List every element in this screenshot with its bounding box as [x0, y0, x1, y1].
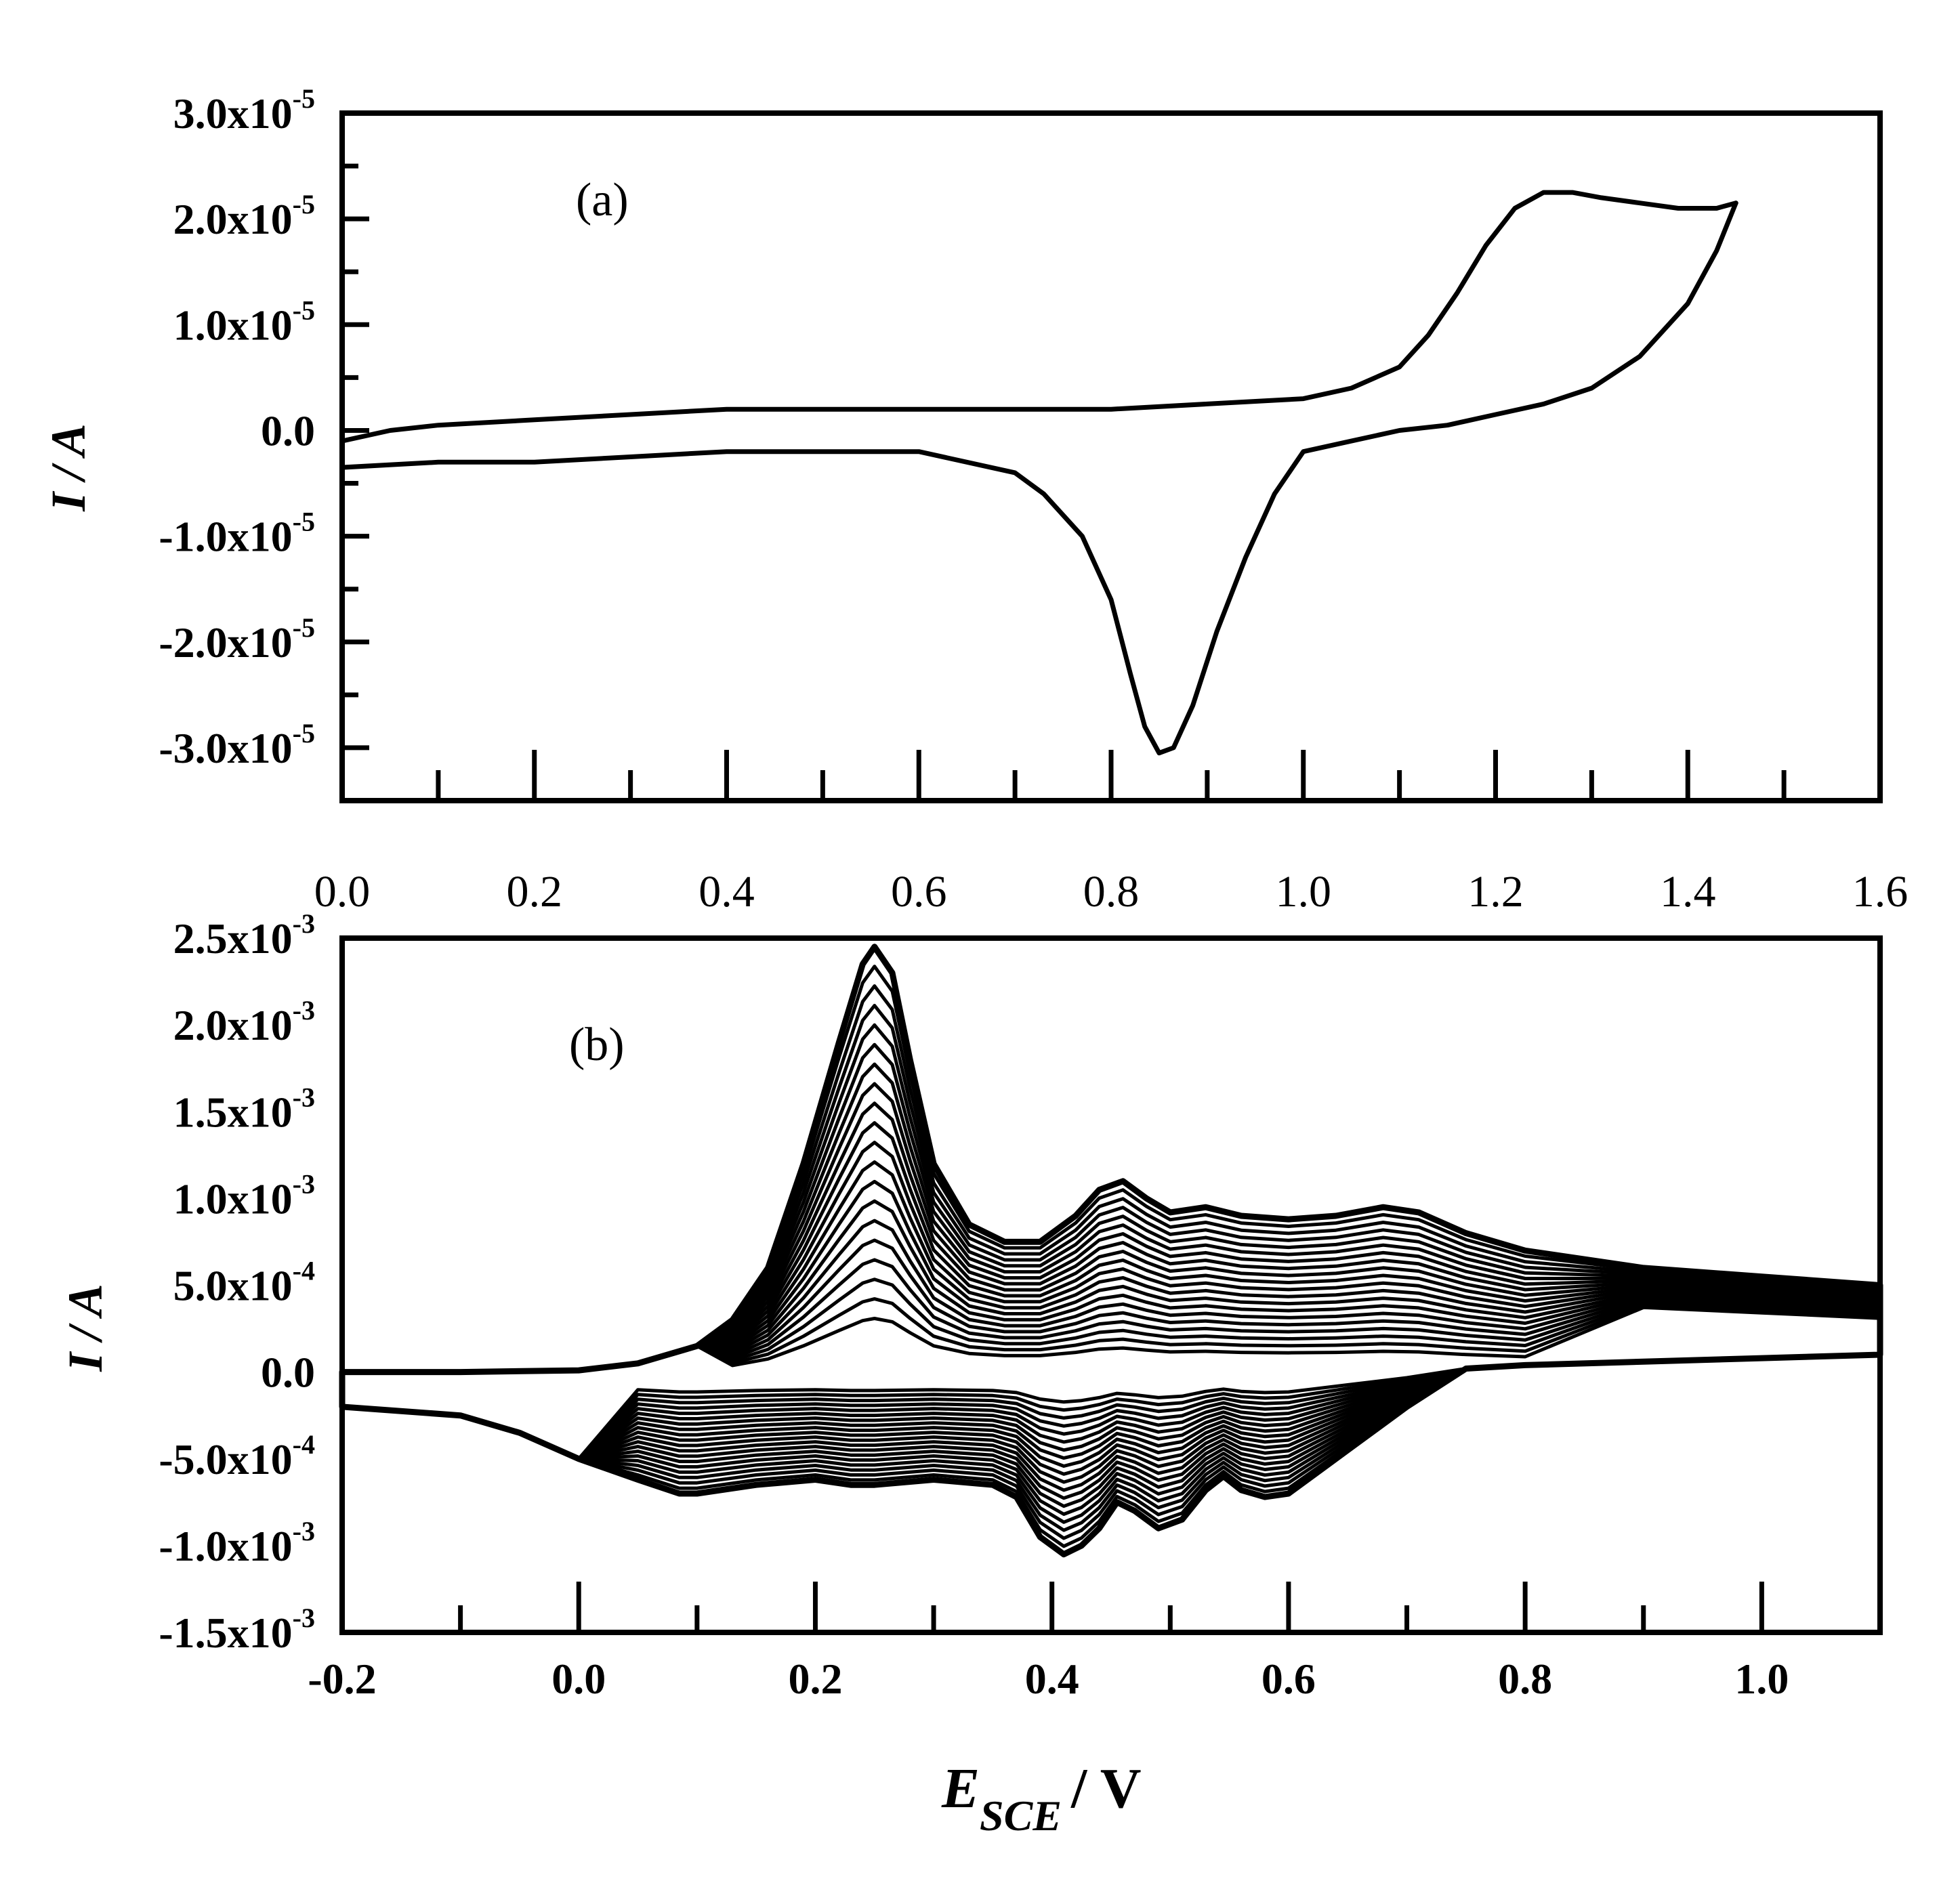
panel-b-y-axis-label: I / A [58, 1284, 112, 1372]
y-tick-label: 3.0x10-5 [173, 83, 315, 138]
x-tick-label: 1.6 [1852, 867, 1909, 916]
y-tick-label: 1.0x10-3 [173, 1168, 315, 1223]
panel-a-axes-frame [339, 110, 1883, 803]
y-tick-label: -1.5x10-3 [159, 1603, 315, 1657]
y-tick-label: 0.0 [261, 406, 315, 455]
panel-b-cycle-trace [340, 1179, 1882, 1461]
y-tick-label: -1.0x10-3 [159, 1516, 315, 1570]
panel-b-x-axis-label: ESCE / V [941, 1757, 1141, 1840]
panel-b-y-tick-labels: -1.5x10-3 -1.0x10-3 -5.0x10-4 0.0 5.0x10-4 1.… [159, 908, 315, 1657]
x-tick-label: 0.6 [1262, 1655, 1316, 1703]
panel-a-cathodic-trace [339, 200, 1738, 756]
x-tick-label: 0.8 [1498, 1655, 1552, 1703]
panel-b-traces [339, 944, 1883, 1558]
x-tick-label: 0.4 [1025, 1655, 1079, 1703]
x-axis-unit: / V [1070, 1757, 1141, 1820]
x-tick-label: 1.2 [1467, 867, 1524, 916]
x-tick-label: 0.4 [698, 867, 755, 916]
y-tick-label: 2.5x10-3 [173, 908, 315, 963]
x-tick-label: 0.2 [507, 867, 563, 916]
x-tick-label: 0.8 [1083, 867, 1140, 916]
x-tick-label: -0.2 [308, 1655, 376, 1703]
panel-b-label: (b) [569, 1019, 625, 1071]
panel-a-traces [339, 190, 1738, 756]
panel-a-y-axis-label: I / A [41, 423, 96, 511]
x-tick-label: 0.0 [551, 1655, 606, 1703]
x-axis-symbol: E [941, 1757, 980, 1820]
panel-a-x-tick-labels: 0.0 0.2 0.4 0.6 0.8 1.0 1.2 1.4 1.6 [314, 867, 1909, 916]
y-tick-label: 1.5x10-3 [173, 1082, 315, 1136]
x-tick-label: 0.0 [314, 867, 371, 916]
y-tick-label: 5.0x10-4 [173, 1256, 315, 1310]
panel-b-x-tick-labels: -0.2 0.0 0.2 0.4 0.6 0.8 1.0 [308, 1655, 1789, 1703]
panel-a: -3.0x10-5 -2.0x10-5 -1.0x10-5 0.0 1.0x10-5 2.… [41, 83, 1908, 916]
x-tick-label: 1.0 [1276, 867, 1332, 916]
x-tick-label: 0.6 [891, 867, 947, 916]
panel-b-ticks [339, 1582, 1764, 1632]
panel-a-label: (a) [576, 174, 629, 226]
y-tick-label: -2.0x10-5 [159, 612, 315, 667]
x-tick-label: 1.4 [1660, 867, 1716, 916]
y-tick-label: 2.0x10-5 [173, 189, 315, 243]
y-tick-label: 1.0x10-5 [173, 295, 315, 349]
panel-a-y-tick-labels: -3.0x10-5 -2.0x10-5 -1.0x10-5 0.0 1.0x10-5 2.… [159, 83, 315, 772]
x-tick-label: 0.2 [788, 1655, 842, 1703]
y-tick-label: -3.0x10-5 [159, 718, 315, 772]
x-tick-label: 1.0 [1734, 1655, 1789, 1703]
x-axis-subscript: SCE [980, 1792, 1062, 1840]
y-tick-label: 2.0x10-3 [173, 995, 315, 1049]
y-tick-label: -5.0x10-4 [159, 1429, 315, 1483]
y-tick-label: -1.0x10-5 [159, 507, 315, 561]
panel-b-cycle-trace [339, 944, 1883, 1558]
y-tick-label: 0.0 [261, 1349, 315, 1397]
panel-b-axes-frame [339, 935, 1883, 1635]
panel-b: -1.5x10-3 -1.0x10-3 -5.0x10-4 0.0 5.0x10-4 1.… [58, 908, 1883, 1840]
panel-a-anodic-trace [339, 190, 1738, 444]
panel-a-ticks [339, 110, 1883, 801]
